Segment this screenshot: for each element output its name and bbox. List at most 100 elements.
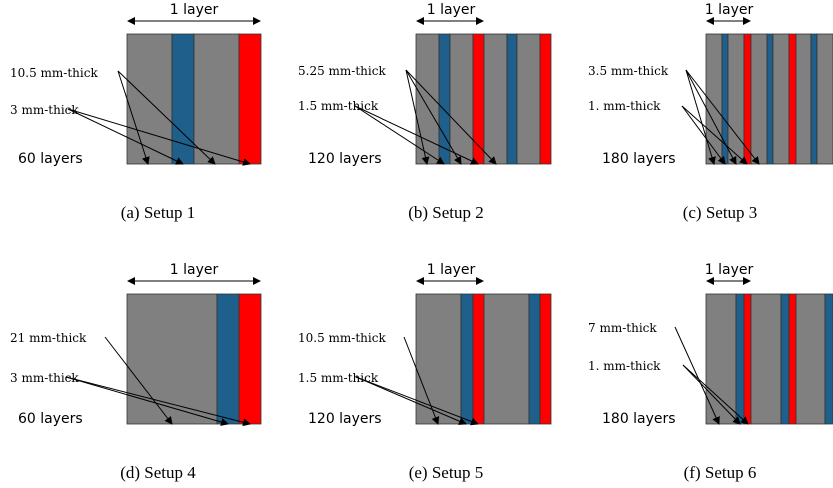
panel-setup-4: 1 layer 21 mm-thick 3 mm-thick 60 layers…	[10, 262, 262, 482]
pointer-arrows	[681, 69, 760, 165]
pointer-arrow	[685, 69, 716, 165]
red-slab	[743, 293, 752, 425]
layer-stack	[126, 293, 262, 425]
red-slab	[238, 293, 262, 425]
blue-slab	[460, 293, 474, 425]
layer-stack	[705, 293, 833, 425]
pointer-arrows	[67, 70, 251, 166]
pointer-arrow	[682, 364, 749, 425]
gray-slab	[415, 293, 462, 425]
blue-slab	[216, 293, 240, 425]
pointer-arrow	[685, 69, 760, 165]
blue-slab	[506, 33, 518, 165]
blue-slab	[438, 33, 451, 165]
layer-label: 1 layer	[705, 262, 754, 278]
caption: (d) Setup 4	[120, 463, 196, 482]
gray-slab	[772, 33, 790, 165]
pointer-arrow	[354, 105, 445, 165]
pointer-arrow	[67, 108, 251, 166]
gray-slab	[795, 293, 826, 425]
gray-slab	[750, 293, 782, 425]
thick-label: 21 mm-thick	[10, 331, 87, 345]
thick-label: 10.5 mm-thick	[298, 331, 386, 345]
gray-slab	[516, 33, 541, 165]
caption: (f) Setup 6	[684, 463, 757, 482]
layer-count-label: 180 layers	[602, 151, 676, 167]
blue-slab	[766, 33, 774, 165]
layer-stack	[705, 33, 833, 165]
pointer-arrow	[682, 364, 741, 425]
blue-slab	[824, 293, 833, 425]
thin-label: 3 mm-thick	[10, 371, 79, 385]
thin-label: 3 mm-thick	[10, 103, 79, 117]
gray-slab	[795, 33, 812, 165]
thick-label: 10.5 mm-thick	[10, 66, 98, 80]
pointer-arrow	[405, 69, 497, 165]
pointer-arrow	[355, 376, 479, 426]
red-slab	[472, 293, 485, 425]
red-slab	[743, 33, 752, 165]
thin-label: 1.5 mm-thick	[298, 99, 379, 113]
pointer-arrow	[117, 70, 150, 165]
thin-label: 1. mm-thick	[588, 359, 661, 373]
layer-stack	[415, 33, 552, 165]
panel-setup-1: 1 layer 10.5 mm-thick 3 mm-thick 60 laye…	[10, 2, 262, 222]
thick-label: 3.5 mm-thick	[588, 64, 669, 78]
thick-label: 5.25 mm-thick	[298, 64, 386, 78]
pointer-arrow	[354, 105, 479, 165]
layer-label: 1 layer	[170, 262, 219, 278]
panel-setup-5: 1 layer 10.5 mm-thick 1.5 mm-thick 120 l…	[298, 262, 552, 482]
red-slab	[238, 33, 262, 165]
caption: (b) Setup 2	[408, 203, 484, 222]
gray-slab	[126, 293, 218, 425]
pointer-arrows	[355, 336, 479, 426]
pointer-arrow	[405, 69, 462, 165]
gray-slab	[483, 33, 508, 165]
gray-slab	[449, 33, 474, 165]
layer-stack	[415, 293, 552, 425]
layer-label: 1 layer	[427, 262, 476, 278]
red-slab	[788, 33, 797, 165]
pointer-arrows	[674, 326, 749, 425]
gray-slab	[483, 293, 530, 425]
layer-label: 1 layer	[170, 2, 219, 18]
panel-setup-6: 1 layer 7 mm-thick 1. mm-thick 180 layer…	[588, 262, 833, 482]
pointer-arrow	[681, 105, 748, 165]
panel-setup-3: 1 layer 3.5 mm-thick 1. mm-thick 180 lay…	[588, 2, 833, 222]
red-slab	[539, 33, 552, 165]
gray-slab	[816, 33, 833, 165]
pointer-arrows	[354, 69, 497, 165]
layer-label: 1 layer	[705, 2, 754, 18]
blue-slab	[171, 33, 195, 165]
pointer-arrow	[104, 336, 173, 425]
blue-slab	[735, 293, 745, 425]
caption: (a) Setup 1	[121, 203, 196, 222]
red-slab	[788, 293, 797, 425]
panel-setup-2: 1 layer 5.25 mm-thick 1.5 mm-thick 120 l…	[298, 2, 552, 222]
layer-count-label: 60 layers	[18, 411, 83, 427]
caption: (e) Setup 5	[409, 463, 484, 482]
pointer-arrow	[674, 326, 720, 425]
layer-label: 1 layer	[427, 2, 476, 18]
red-slab	[472, 33, 485, 165]
pointer-arrow	[685, 69, 737, 165]
blue-slab	[780, 293, 790, 425]
red-slab	[539, 293, 552, 425]
layer-count-label: 180 layers	[602, 411, 676, 427]
caption: (c) Setup 3	[683, 203, 758, 222]
pointer-arrow	[65, 376, 229, 426]
gray-slab	[750, 33, 768, 165]
layer-count-label: 60 layers	[18, 151, 83, 167]
layer-stack	[126, 33, 262, 165]
thin-label: 1. mm-thick	[588, 99, 661, 113]
pointer-arrow	[405, 69, 430, 165]
layer-count-label: 120 layers	[308, 151, 382, 167]
thin-label: 1.5 mm-thick	[298, 371, 379, 385]
blue-slab	[528, 293, 541, 425]
pointer-arrow	[355, 376, 467, 425]
layer-count-label: 120 layers	[308, 411, 382, 427]
gray-slab	[193, 33, 240, 165]
pointer-arrow	[65, 376, 251, 427]
blue-slab	[810, 33, 818, 165]
